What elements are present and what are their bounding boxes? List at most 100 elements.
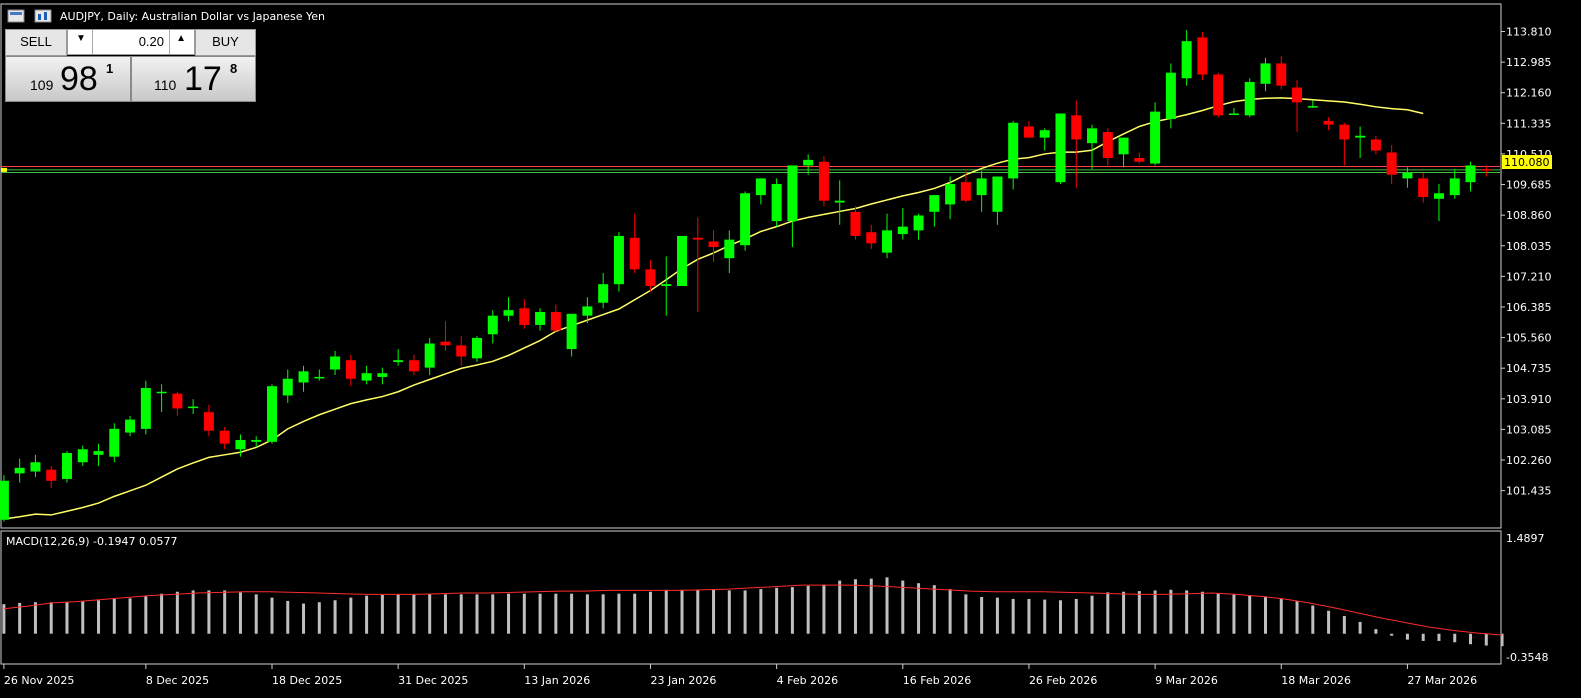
- macd-bar: [175, 591, 179, 634]
- candle-body: [361, 373, 372, 381]
- time-tick-label: 18 Dec 2025: [272, 674, 342, 687]
- macd-bar: [680, 589, 684, 634]
- macd-bar: [18, 602, 22, 634]
- candle-body: [519, 308, 530, 325]
- time-tick-label: 23 Jan 2026: [650, 674, 716, 687]
- candle: [393, 349, 404, 366]
- price-tick-label: 112.985: [1506, 56, 1552, 69]
- candle-body: [1213, 74, 1224, 116]
- candle-body: [1039, 130, 1050, 138]
- price-tick-label: 102.260: [1506, 454, 1552, 467]
- candle: [1102, 128, 1113, 166]
- candle: [724, 230, 735, 274]
- candle-body: [535, 311, 546, 325]
- candle: [298, 365, 309, 392]
- candle-body: [1228, 113, 1239, 115]
- candle-body: [377, 373, 388, 377]
- candle: [1244, 78, 1255, 118]
- macd-bar: [1074, 598, 1078, 634]
- macd-bar: [995, 597, 999, 634]
- candle: [0, 475, 9, 522]
- lot-value[interactable]: 0.20: [138, 34, 164, 49]
- current-price-box: [1502, 155, 1552, 169]
- macd-bar: [601, 594, 605, 634]
- candle-body: [203, 412, 214, 431]
- macd-bar: [33, 602, 37, 634]
- candle-body: [1134, 158, 1145, 162]
- buy-price-box[interactable]: 110 17 8: [131, 56, 256, 102]
- candle-body: [645, 269, 656, 287]
- lot-decrease-icon[interactable]: ▼: [76, 33, 86, 44]
- candle-body: [1023, 126, 1034, 138]
- candle: [692, 217, 703, 312]
- macd-bar: [869, 578, 873, 634]
- candles-group: [0, 30, 1492, 522]
- candle-body: [266, 386, 277, 442]
- macd-bar: [1216, 593, 1220, 634]
- candle-body: [330, 356, 341, 370]
- macd-tick-label: 1.4897: [1506, 532, 1545, 545]
- candle-body: [1087, 128, 1098, 144]
- macd-bar: [1090, 595, 1094, 634]
- price-tick-label: 107.210: [1506, 270, 1552, 283]
- lot-size-field[interactable]: ▼ 0.20 ▲: [67, 29, 195, 55]
- price-tick-label: 101.435: [1506, 485, 1552, 498]
- candle: [1023, 120, 1034, 138]
- macd-bar: [2, 604, 6, 634]
- lot-increase-icon[interactable]: ▲: [176, 33, 186, 44]
- candle: [677, 235, 688, 287]
- header-icons[interactable]: [7, 9, 52, 23]
- candle: [1008, 120, 1019, 190]
- candle-body: [424, 343, 435, 368]
- candle: [771, 178, 782, 227]
- candle: [77, 445, 88, 466]
- candle-body: [598, 284, 609, 303]
- macd-bar: [1058, 600, 1062, 634]
- candle-body: [456, 345, 467, 357]
- macd-bar: [412, 594, 416, 634]
- candle-body: [1433, 193, 1444, 199]
- candle: [377, 367, 388, 385]
- candle: [125, 415, 136, 437]
- candle: [1165, 63, 1176, 129]
- candle: [140, 380, 151, 435]
- macd-bar: [1027, 598, 1031, 634]
- macd-bar: [1264, 596, 1267, 634]
- candle: [755, 178, 766, 205]
- price-tick-label: 109.685: [1506, 179, 1552, 192]
- candle-body: [1244, 81, 1255, 116]
- price-tick-label: 108.035: [1506, 240, 1552, 253]
- candle: [503, 297, 514, 322]
- candle: [188, 399, 199, 415]
- candle-body: [393, 360, 404, 363]
- macd-bar: [617, 593, 621, 634]
- macd-bar: [160, 593, 164, 634]
- macd-bar: [1295, 600, 1299, 634]
- candle: [282, 369, 293, 403]
- sell-price-box[interactable]: 109 98 1: [5, 56, 131, 102]
- macd-bar: [223, 590, 227, 634]
- candle: [456, 336, 467, 366]
- macd-bar: [333, 600, 337, 634]
- buy-button[interactable]: BUY: [195, 29, 256, 56]
- candle-body: [582, 306, 593, 316]
- price-tick-label: 103.910: [1506, 393, 1552, 406]
- candle: [487, 310, 498, 344]
- time-tick-label: 9 Mar 2026: [1155, 674, 1218, 687]
- macd-bar: [775, 587, 779, 634]
- macd-bar: [1169, 589, 1173, 634]
- candle: [46, 465, 57, 489]
- macd-bar: [664, 589, 668, 634]
- macd-bar: [1358, 621, 1362, 634]
- candle-body: [1370, 139, 1381, 151]
- macd-bar: [1500, 633, 1504, 647]
- time-tick-label: 31 Dec 2025: [398, 674, 468, 687]
- candle-body: [314, 376, 325, 379]
- macd-bar: [538, 593, 542, 634]
- candle: [629, 213, 640, 274]
- one-click-trading-panel: SELL ▼ 0.20 ▲ BUY 109 98 1 110 17 8: [5, 29, 256, 102]
- candle-body: [1355, 135, 1366, 138]
- candle-body: [125, 419, 136, 433]
- candle: [1355, 126, 1366, 159]
- sell-button[interactable]: SELL: [5, 29, 67, 56]
